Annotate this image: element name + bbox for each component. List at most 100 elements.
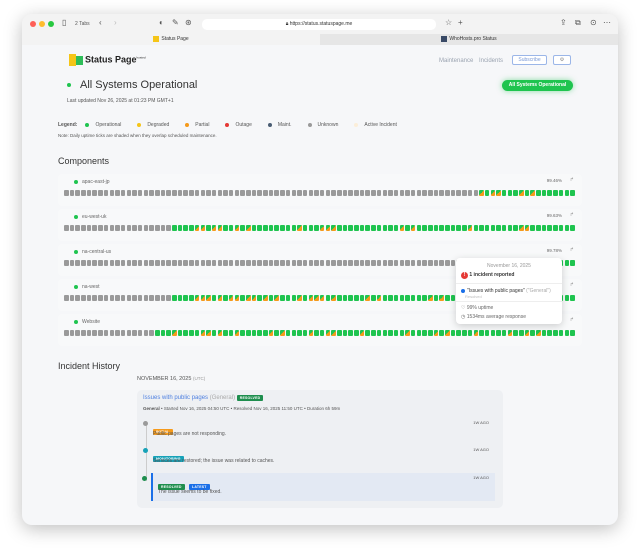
uptime-tick[interactable]: [297, 295, 302, 301]
uptime-tick[interactable]: [348, 190, 353, 196]
uptime-tick[interactable]: [206, 225, 211, 231]
uptime-tick[interactable]: [302, 190, 308, 196]
uptime-tick[interactable]: [69, 225, 75, 231]
uptime-tick[interactable]: [126, 295, 132, 301]
uptime-tick[interactable]: [416, 190, 422, 196]
uptime-tick[interactable]: [200, 330, 205, 336]
uptime-tick[interactable]: [217, 330, 223, 336]
uptime-tick[interactable]: [92, 330, 97, 336]
uptime-tick[interactable]: [331, 190, 336, 196]
uptime-tick[interactable]: [280, 190, 285, 196]
uptime-tick[interactable]: [501, 225, 507, 231]
uptime-tick[interactable]: [234, 225, 240, 231]
uptime-tick[interactable]: [399, 225, 405, 231]
uptime-tick[interactable]: [149, 190, 154, 196]
uptime-tick[interactable]: [433, 330, 439, 336]
uptime-tick[interactable]: [228, 190, 234, 196]
uptime-tick[interactable]: [337, 190, 342, 196]
uptime-tick[interactable]: [462, 225, 467, 231]
uptime-tick[interactable]: [382, 295, 387, 301]
uptime-tick[interactable]: [194, 260, 200, 266]
uptime-tick[interactable]: [433, 260, 439, 266]
uptime-tick[interactable]: [359, 190, 365, 196]
more-icon[interactable]: ⋯: [603, 18, 611, 27]
uptime-tick[interactable]: [217, 225, 223, 231]
uptime-tick[interactable]: [285, 225, 291, 231]
uptime-tick[interactable]: [149, 260, 154, 266]
uptime-tick[interactable]: [473, 225, 478, 231]
uptime-tick[interactable]: [359, 260, 365, 266]
uptime-tick[interactable]: [166, 225, 171, 231]
uptime-tick[interactable]: [223, 330, 228, 336]
uptime-tick[interactable]: [325, 190, 331, 196]
uptime-tick[interactable]: [143, 330, 149, 336]
uptime-tick[interactable]: [337, 225, 342, 231]
uptime-tick[interactable]: [422, 330, 427, 336]
new-tab-icon[interactable]: +: [458, 18, 463, 27]
uptime-tick[interactable]: [422, 260, 427, 266]
uptime-tick[interactable]: [109, 330, 114, 336]
uptime-tick[interactable]: [177, 330, 183, 336]
uptime-tick[interactable]: [109, 190, 114, 196]
uptime-tick[interactable]: [274, 330, 279, 336]
uptime-tick[interactable]: [69, 295, 75, 301]
uptime-tick[interactable]: [456, 190, 461, 196]
uptime-tick[interactable]: [553, 225, 558, 231]
uptime-tick[interactable]: [308, 260, 314, 266]
uptime-tick[interactable]: [325, 260, 331, 266]
uptime-tick[interactable]: [160, 225, 166, 231]
uptime-tick[interactable]: [183, 190, 188, 196]
uptime-tick[interactable]: [246, 330, 251, 336]
uptime-tick[interactable]: [285, 260, 291, 266]
uptime-tick[interactable]: [473, 330, 478, 336]
uptime-tick[interactable]: [428, 260, 433, 266]
downloads-icon[interactable]: ⊙: [590, 18, 597, 27]
uptime-tick[interactable]: [120, 330, 126, 336]
uptime-tick[interactable]: [86, 295, 92, 301]
uptime-tick[interactable]: [263, 260, 268, 266]
uptime-tick[interactable]: [297, 225, 302, 231]
uptime-tick[interactable]: [75, 260, 80, 266]
uptime-tick[interactable]: [274, 225, 279, 231]
uptime-tick[interactable]: [228, 225, 234, 231]
uptime-tick[interactable]: [137, 295, 143, 301]
uptime-tick[interactable]: [490, 190, 496, 196]
uptime-tick[interactable]: [280, 330, 285, 336]
uptime-tick[interactable]: [268, 330, 274, 336]
uptime-tick[interactable]: [115, 225, 120, 231]
uptime-tick[interactable]: [416, 295, 422, 301]
uptime-tick[interactable]: [547, 225, 552, 231]
uptime-tick[interactable]: [109, 225, 114, 231]
uptime-tick[interactable]: [172, 190, 177, 196]
uptime-tick[interactable]: [64, 295, 69, 301]
uptime-tick[interactable]: [439, 225, 444, 231]
uptime-tick[interactable]: [149, 295, 154, 301]
uptime-tick[interactable]: [501, 190, 507, 196]
uptime-tick[interactable]: [484, 225, 490, 231]
uptime-tick[interactable]: [496, 225, 501, 231]
settings-button[interactable]: ⚙: [553, 55, 571, 65]
uptime-tick[interactable]: [268, 260, 274, 266]
uptime-tick[interactable]: [348, 330, 353, 336]
uptime-tick[interactable]: [570, 190, 575, 196]
uptime-tick[interactable]: [393, 260, 399, 266]
uptime-tick[interactable]: [302, 295, 308, 301]
uptime-tick[interactable]: [81, 260, 86, 266]
uptime-tick[interactable]: [382, 225, 387, 231]
uptime-tick[interactable]: [399, 295, 405, 301]
uptime-tick[interactable]: [462, 330, 467, 336]
uptime-tick[interactable]: [183, 225, 188, 231]
uptime-tick[interactable]: [92, 295, 97, 301]
uptime-tick[interactable]: [410, 260, 416, 266]
uptime-tick[interactable]: [354, 330, 359, 336]
uptime-tick[interactable]: [257, 260, 262, 266]
uptime-tick[interactable]: [86, 260, 92, 266]
uptime-tick[interactable]: [75, 295, 80, 301]
uptime-tick[interactable]: [342, 190, 348, 196]
uptime-tick[interactable]: [194, 225, 200, 231]
uptime-tick[interactable]: [564, 260, 569, 266]
uptime-tick[interactable]: [393, 330, 399, 336]
tooltip-incident-name[interactable]: "Issues with public pages": [467, 288, 525, 294]
uptime-tick[interactable]: [371, 190, 376, 196]
uptime-tick[interactable]: [496, 330, 501, 336]
